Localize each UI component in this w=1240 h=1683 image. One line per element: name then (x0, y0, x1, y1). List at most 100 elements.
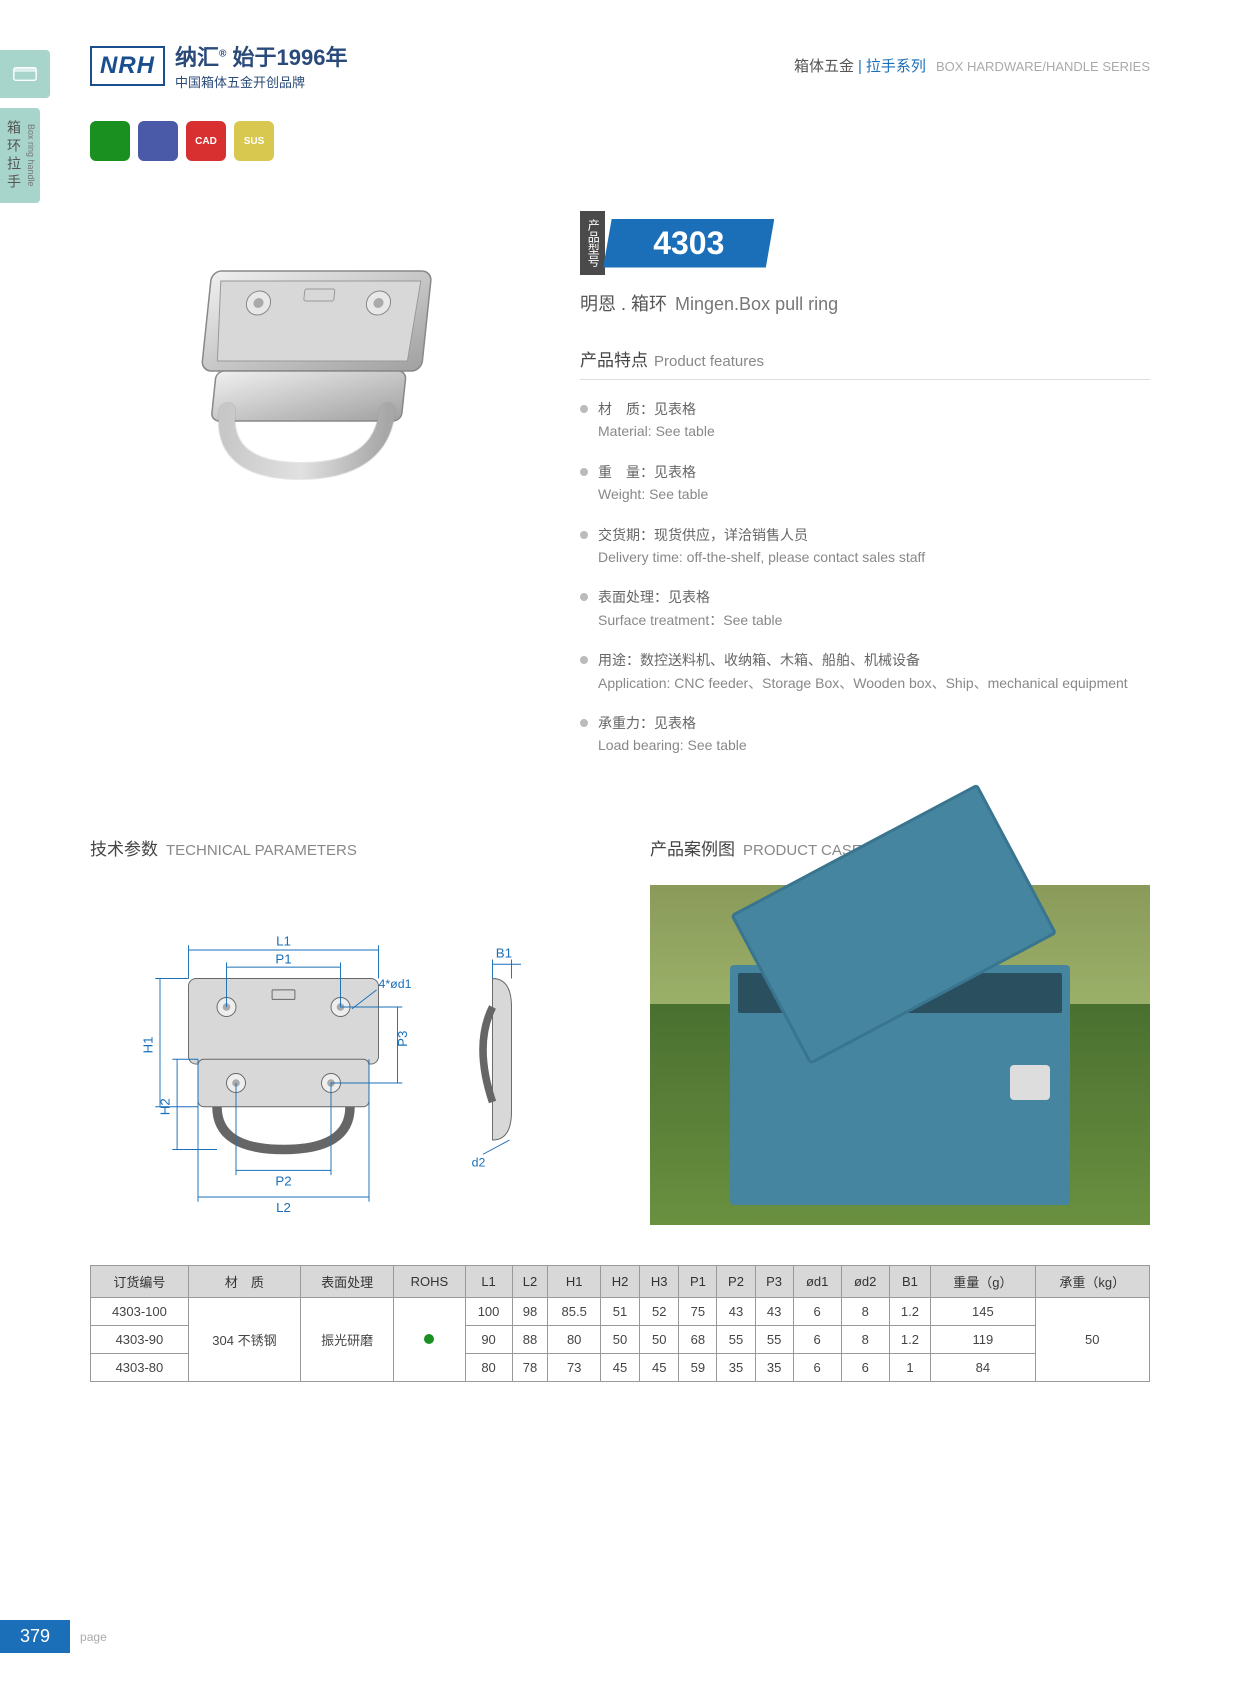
table-header: 重量（g） (931, 1265, 1035, 1297)
feature-text: 表面处理：见表格Surface treatment：See table (598, 586, 782, 631)
table-cell: 4303-80 (91, 1353, 189, 1381)
table-cell: 50 (600, 1325, 639, 1353)
feature-item: 承重力：见表格Load bearing: See table (580, 712, 1150, 757)
logo-text: 纳汇® 始于1996年 中国箱体五金开创品牌 (175, 40, 347, 91)
table-cell: 90 (465, 1325, 512, 1353)
feature-item: 重 量：见表格Weight: See table (580, 461, 1150, 506)
table-header: H3 (640, 1265, 679, 1297)
table-header: 承重（kg） (1035, 1265, 1149, 1297)
side-tab-cn: 箱环拉手 (4, 120, 24, 192)
page-footer: 379 page (0, 1620, 107, 1653)
table-cell: 78 (512, 1353, 548, 1381)
logo-area: NRH 纳汇® 始于1996年 中国箱体五金开创品牌 (90, 40, 347, 91)
table-cell: 8 (841, 1325, 889, 1353)
feature-text: 承重力：见表格Load bearing: See table (598, 712, 747, 757)
svg-text:4*ød1: 4*ød1 (378, 977, 411, 991)
badge-icon: SUS (234, 121, 274, 161)
bullet-icon (580, 593, 588, 601)
table-cell: 50 (640, 1325, 679, 1353)
model-label: 产品型号 (580, 211, 605, 275)
table-cell: 304 不锈钢 (188, 1297, 300, 1381)
table-header: P2 (717, 1265, 755, 1297)
table-cell: 6 (793, 1297, 841, 1325)
breadcrumb: 箱体五金|拉手系列BOX HARDWARE/HANDLE SERIES (794, 55, 1150, 76)
feature-text: 重 量：见表格Weight: See table (598, 461, 708, 506)
tech-section: 技术参数TECHNICAL PARAMETERS L1 P1 4*ød1 H1 … (90, 835, 590, 1225)
table-header: ød1 (793, 1265, 841, 1297)
table-cell: 100 (465, 1297, 512, 1325)
model-name: 明恩 . 箱环Mingen.Box pull ring (580, 290, 1150, 316)
model-badge: 产品型号 4303 (580, 211, 1150, 275)
table-header: L1 (465, 1265, 512, 1297)
svg-text:B1: B1 (495, 946, 511, 961)
table-header: L2 (512, 1265, 548, 1297)
bullet-icon (580, 531, 588, 539)
tech-drawing: L1 P1 4*ød1 H1 H2 P3 P2 L2 B1 d2 (90, 885, 590, 1225)
product-info: 产品型号 4303 明恩 . 箱环Mingen.Box pull ring 产品… (580, 181, 1150, 775)
badge-icon (90, 121, 130, 161)
product-image (90, 181, 520, 581)
table-cell: 1 (889, 1353, 930, 1381)
brand-name: 纳汇® 始于1996年 (175, 40, 347, 72)
rohs-dot-icon (424, 1334, 434, 1344)
table-cell: 振光研磨 (301, 1297, 394, 1381)
table-cell: 35 (717, 1353, 755, 1381)
table-cell: 55 (755, 1325, 793, 1353)
bullet-icon (580, 405, 588, 413)
page-number: 379 (0, 1620, 70, 1653)
svg-text:P1: P1 (275, 951, 291, 966)
table-cell: 59 (679, 1353, 717, 1381)
header: NRH 纳汇® 始于1996年 中国箱体五金开创品牌 箱体五金|拉手系列BOX … (0, 0, 1240, 111)
bullet-icon (580, 656, 588, 664)
table-cell: 52 (640, 1297, 679, 1325)
handle-illustration-icon (145, 241, 465, 521)
table-cell: 88 (512, 1325, 548, 1353)
table-cell: 51 (600, 1297, 639, 1325)
table-cell: 6 (793, 1325, 841, 1353)
table-header: 订货编号 (91, 1265, 189, 1297)
svg-text:H2: H2 (157, 1098, 172, 1115)
feature-text: 交货期：现货供应，详洽销售人员Delivery time: off-the-sh… (598, 524, 925, 569)
badge-icon (138, 121, 178, 161)
svg-text:P3: P3 (395, 1031, 410, 1047)
table-cell: 68 (679, 1325, 717, 1353)
bullet-icon (580, 468, 588, 476)
table-cell: 45 (640, 1353, 679, 1381)
table-header: ød2 (841, 1265, 889, 1297)
case-section: 产品案例图PRODUCT CASE DIAGRAM (650, 835, 1150, 1225)
table-header: B1 (889, 1265, 930, 1297)
svg-text:H1: H1 (140, 1037, 155, 1054)
case-image (650, 885, 1150, 1225)
svg-text:L1: L1 (276, 933, 291, 948)
svg-text:d2: d2 (471, 1156, 485, 1170)
table-cell: 1.2 (889, 1325, 930, 1353)
table-cell: 4303-90 (91, 1325, 189, 1353)
table-row: 4303-100304 不锈钢振光研磨1009885.5515275434368… (91, 1297, 1150, 1325)
table-cell: 80 (465, 1353, 512, 1381)
table-cell: 119 (931, 1325, 1035, 1353)
table-cell: 35 (755, 1353, 793, 1381)
table-cell: 45 (600, 1353, 639, 1381)
feature-item: 表面处理：见表格Surface treatment：See table (580, 586, 1150, 631)
table-header: P1 (679, 1265, 717, 1297)
table-header: ROHS (394, 1265, 465, 1297)
side-tab: 箱环拉手 Box ring handle (0, 108, 40, 203)
table-cell: 98 (512, 1297, 548, 1325)
brand-sub: 中国箱体五金开创品牌 (175, 72, 347, 91)
table-cell: 73 (548, 1353, 600, 1381)
tech-title: 技术参数TECHNICAL PARAMETERS (90, 835, 590, 860)
table-cell: 6 (841, 1353, 889, 1381)
table-cell: 145 (931, 1297, 1035, 1325)
table-cell: 1.2 (889, 1297, 930, 1325)
table-cell: 80 (548, 1325, 600, 1353)
table-header: 表面处理 (301, 1265, 394, 1297)
features-title: 产品特点Product features (580, 346, 1150, 380)
cooler-box-icon (730, 965, 1070, 1205)
badge-icon: CAD (186, 121, 226, 161)
logo-box: NRH (90, 46, 165, 86)
table-cell: 43 (755, 1297, 793, 1325)
table-cell: 4303-100 (91, 1297, 189, 1325)
feature-item: 交货期：现货供应，详洽销售人员Delivery time: off-the-sh… (580, 524, 1150, 569)
side-tab-icon (0, 50, 50, 98)
table-cell: 75 (679, 1297, 717, 1325)
